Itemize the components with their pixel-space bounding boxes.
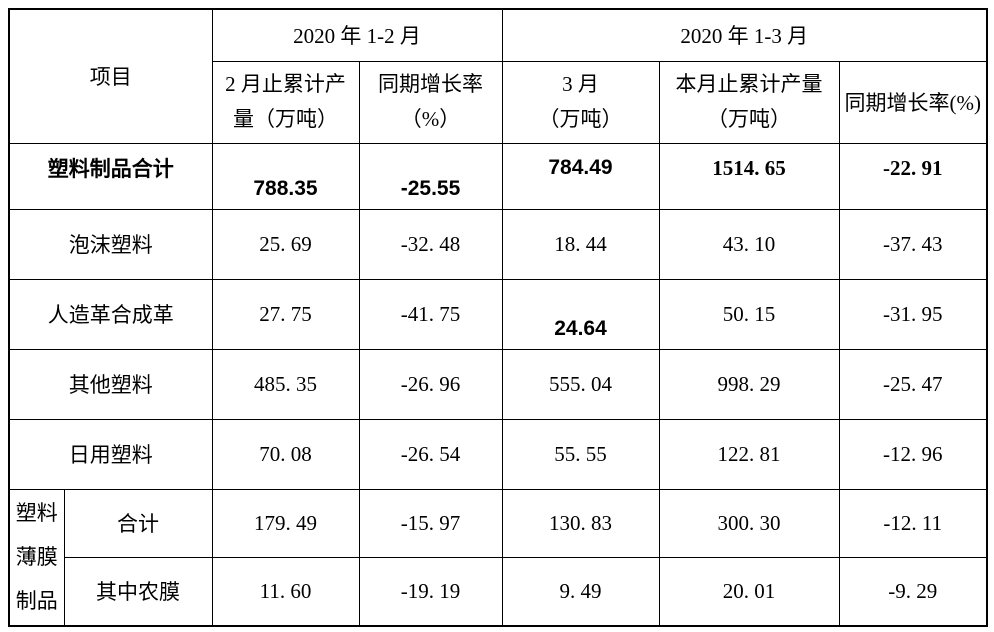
value-cell: 179. 49 xyxy=(211,488,360,558)
value-cell: 55. 55 xyxy=(501,418,660,490)
period-jan-feb-header: 2020 年 1-2 月 xyxy=(211,8,503,62)
row-label: 其中农膜 xyxy=(63,556,213,627)
value-cell: 555. 04 xyxy=(501,348,660,420)
value-cell: 122. 81 xyxy=(658,418,840,490)
period-jan-mar-header: 2020 年 1-3 月 xyxy=(501,8,988,62)
value-cell: 788.35 xyxy=(211,142,360,210)
value-cell: -26. 96 xyxy=(358,348,503,420)
value-cell: -12. 96 xyxy=(838,418,988,490)
value-cell: 25. 69 xyxy=(211,208,360,280)
value-cell: 18. 44 xyxy=(501,208,660,280)
value-cell: 43. 10 xyxy=(658,208,840,280)
row-foam-plastic: 泡沫塑料 25. 69 -32. 48 18. 44 43. 10 -37. 4… xyxy=(8,208,988,280)
value-cell: 27. 75 xyxy=(211,278,360,350)
row-other-plastic: 其他塑料 485. 35 -26. 96 555. 04 998. 29 -25… xyxy=(8,348,988,420)
item-header-cell: 项目 xyxy=(8,8,213,144)
value-cell: 20. 01 xyxy=(658,556,840,627)
value-cell: 24.64 xyxy=(501,278,660,350)
value-cell: -25.55 xyxy=(358,142,503,210)
row-plastic-total: 塑料制品合计 788.35 -25.55 784.49 1514. 65 -22… xyxy=(8,142,988,210)
row-film-total: 塑料 薄膜 制品 合计 179. 49 -15. 97 130. 83 300.… xyxy=(8,488,988,627)
value-cell: 50. 15 xyxy=(658,278,840,350)
production-table: 项目 2020 年 1-2 月 2020 年 1-3 月 2 月止累计产 量（万… xyxy=(8,8,989,627)
col-cum-mar-header: 本月止累计产量 （万吨） xyxy=(658,60,840,144)
value-cell: 70. 08 xyxy=(211,418,360,490)
value-cell: 1514. 65 xyxy=(658,142,840,210)
value-cell: -22. 91 xyxy=(838,142,988,210)
row-label: 合计 xyxy=(63,488,213,558)
row-label: 泡沫塑料 xyxy=(8,208,213,280)
value-cell: -37. 43 xyxy=(838,208,988,280)
header-row-columns: 2 月止累计产 量（万吨） 同期增长率 （%） 3 月 （万吨） 本月止累计产量… xyxy=(9,60,988,144)
value-cell: -19. 19 xyxy=(358,556,503,627)
value-cell: 9. 49 xyxy=(501,556,660,627)
film-group-label: 塑料 薄膜 制品 xyxy=(8,488,65,627)
value-cell: -15. 97 xyxy=(358,488,503,558)
row-label: 其他塑料 xyxy=(8,348,213,420)
value-cell: -32. 48 xyxy=(358,208,503,280)
header-row-groups: 项目 2020 年 1-2 月 2020 年 1-3 月 xyxy=(8,8,988,144)
value-cell: -41. 75 xyxy=(358,278,503,350)
value-cell: -25. 47 xyxy=(838,348,988,420)
row-daily-plastic: 日用塑料 70. 08 -26. 54 55. 55 122. 81 -12. … xyxy=(8,418,988,490)
value-cell: 11. 60 xyxy=(211,556,360,627)
col-growth-feb-header: 同期增长率 （%） xyxy=(358,60,503,144)
value-cell: -12. 11 xyxy=(838,488,988,558)
value-cell: -9. 29 xyxy=(838,556,988,627)
row-label: 塑料制品合计 xyxy=(8,142,213,210)
value-cell: 130. 83 xyxy=(501,488,660,558)
value-cell: 300. 30 xyxy=(658,488,840,558)
value-cell: 485. 35 xyxy=(211,348,360,420)
value-cell: -31. 95 xyxy=(838,278,988,350)
row-label: 日用塑料 xyxy=(8,418,213,490)
col-cum-feb-header: 2 月止累计产 量（万吨） xyxy=(211,60,360,144)
row-synthetic-leather: 人造革合成革 27. 75 -41. 75 24.64 50. 15 -31. … xyxy=(8,278,988,350)
value-cell: -26. 54 xyxy=(358,418,503,490)
value-cell: 998. 29 xyxy=(658,348,840,420)
row-agricultural-film: 其中农膜 11. 60 -19. 19 9. 49 20. 01 -9. 29 xyxy=(9,556,988,627)
value-cell: 784.49 xyxy=(501,142,660,210)
col-growth-mar-header: 同期增长率(%) xyxy=(838,60,988,144)
col-march-header: 3 月 （万吨） xyxy=(501,60,660,144)
row-label: 人造革合成革 xyxy=(8,278,213,350)
